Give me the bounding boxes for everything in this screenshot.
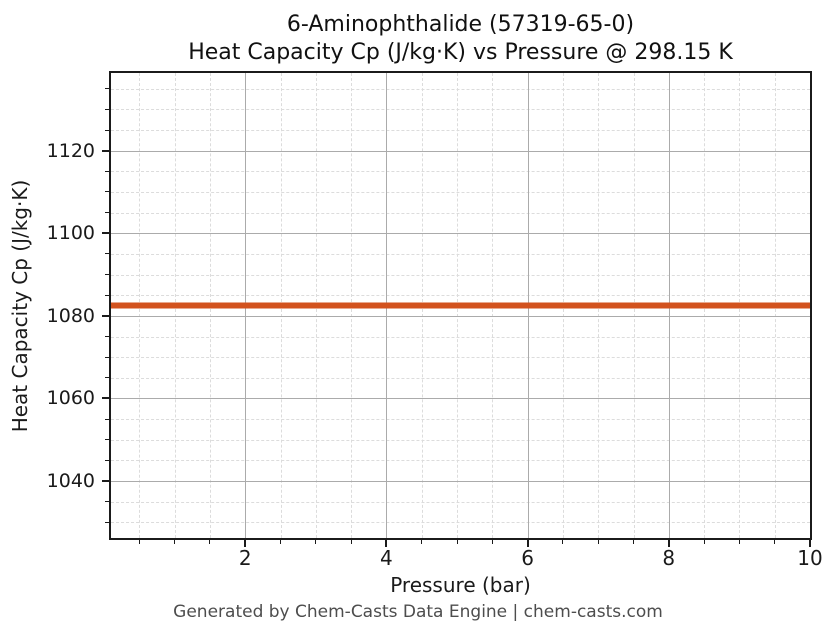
y-minor-gridline bbox=[111, 522, 810, 524]
y-minor-tick bbox=[105, 418, 109, 420]
x-tick-label: 6 bbox=[521, 546, 534, 570]
x-minor-tick bbox=[491, 540, 493, 544]
chart-title-line1: 6-Aminophthalide (57319-65-0) bbox=[286, 12, 635, 37]
y-minor-gridline bbox=[111, 439, 810, 441]
y-minor-gridline bbox=[111, 357, 810, 359]
y-minor-tick bbox=[105, 377, 109, 379]
x-major-tick bbox=[244, 540, 247, 547]
x-tick-label: 10 bbox=[797, 546, 823, 570]
y-minor-gridline bbox=[111, 419, 810, 421]
chart-title-line2: Heat Capacity Cp (J/kg·K) vs Pressure @ … bbox=[188, 40, 733, 65]
y-tick-label: 1040 bbox=[46, 470, 95, 492]
y-minor-gridline bbox=[111, 130, 810, 131]
x-minor-tick bbox=[633, 540, 634, 544]
chart-title-block: 6-Aminophthalide (57319-65-0) Heat Capac… bbox=[111, 11, 810, 67]
y-minor-gridline bbox=[111, 212, 810, 214]
y-major-gridline bbox=[111, 398, 810, 400]
y-tick-label: 1080 bbox=[46, 304, 95, 327]
y-minor-tick bbox=[105, 274, 109, 275]
x-tick-label: 2 bbox=[238, 546, 252, 570]
y-minor-tick bbox=[105, 336, 109, 337]
x-minor-tick bbox=[421, 540, 423, 544]
y-minor-tick bbox=[105, 212, 109, 214]
y-major-tick bbox=[102, 149, 109, 152]
x-tick-label: 8 bbox=[662, 546, 676, 570]
y-minor-tick bbox=[105, 501, 109, 503]
y-minor-gridline bbox=[111, 109, 810, 111]
x-minor-tick bbox=[456, 540, 458, 544]
y-major-gridline bbox=[111, 233, 810, 235]
x-major-tick bbox=[809, 540, 811, 547]
x-minor-tick bbox=[280, 540, 281, 544]
y-minor-gridline bbox=[111, 171, 810, 173]
x-minor-tick bbox=[597, 540, 599, 544]
y-tick-label: 1100 bbox=[46, 222, 95, 245]
x-minor-tick bbox=[774, 540, 776, 544]
x-major-tick bbox=[667, 540, 670, 547]
y-minor-tick bbox=[105, 521, 109, 523]
y-major-gridline bbox=[111, 315, 810, 317]
y-minor-tick bbox=[105, 170, 109, 172]
y-major-tick bbox=[102, 397, 109, 400]
x-major-tick bbox=[526, 540, 529, 547]
y-tick-label: 1060 bbox=[46, 387, 95, 410]
y-minor-gridline bbox=[111, 253, 810, 255]
y-minor-gridline bbox=[111, 88, 810, 90]
y-major-gridline bbox=[111, 481, 810, 482]
plot-canvas bbox=[111, 302, 810, 309]
y-minor-tick bbox=[105, 108, 109, 110]
y-minor-gridline bbox=[111, 274, 810, 276]
y-minor-tick bbox=[105, 439, 109, 441]
y-minor-gridline bbox=[111, 336, 810, 338]
x-minor-tick bbox=[138, 540, 140, 544]
y-minor-tick bbox=[105, 459, 109, 461]
x-minor-tick bbox=[562, 540, 564, 544]
y-minor-tick bbox=[105, 253, 109, 255]
footer-credit: Generated by Chem-Casts Data Engine | ch… bbox=[173, 602, 663, 622]
x-minor-tick bbox=[174, 540, 175, 544]
y-minor-tick bbox=[105, 129, 109, 131]
y-major-tick bbox=[102, 480, 109, 482]
x-axis-label: Pressure (bar) bbox=[390, 573, 531, 597]
y-tick-label: 1120 bbox=[46, 139, 95, 162]
y-minor-gridline bbox=[111, 460, 810, 462]
y-major-tick bbox=[102, 232, 109, 235]
y-minor-tick bbox=[105, 191, 109, 193]
x-major-tick bbox=[385, 540, 388, 547]
y-minor-tick bbox=[105, 356, 109, 358]
y-minor-tick bbox=[105, 88, 109, 90]
y-minor-tick bbox=[105, 294, 109, 296]
x-minor-tick bbox=[350, 540, 352, 544]
y-minor-gridline bbox=[111, 295, 810, 297]
x-minor-tick bbox=[738, 540, 740, 544]
x-minor-tick bbox=[209, 540, 211, 544]
x-minor-tick bbox=[703, 540, 705, 544]
y-major-gridline bbox=[111, 150, 810, 152]
x-minor-tick bbox=[315, 540, 317, 544]
y-minor-gridline bbox=[111, 501, 810, 503]
y-major-tick bbox=[102, 314, 109, 317]
y-minor-gridline bbox=[111, 191, 810, 193]
x-tick-label: 4 bbox=[380, 546, 393, 570]
y-minor-gridline bbox=[111, 377, 810, 379]
plot-area bbox=[109, 71, 812, 540]
